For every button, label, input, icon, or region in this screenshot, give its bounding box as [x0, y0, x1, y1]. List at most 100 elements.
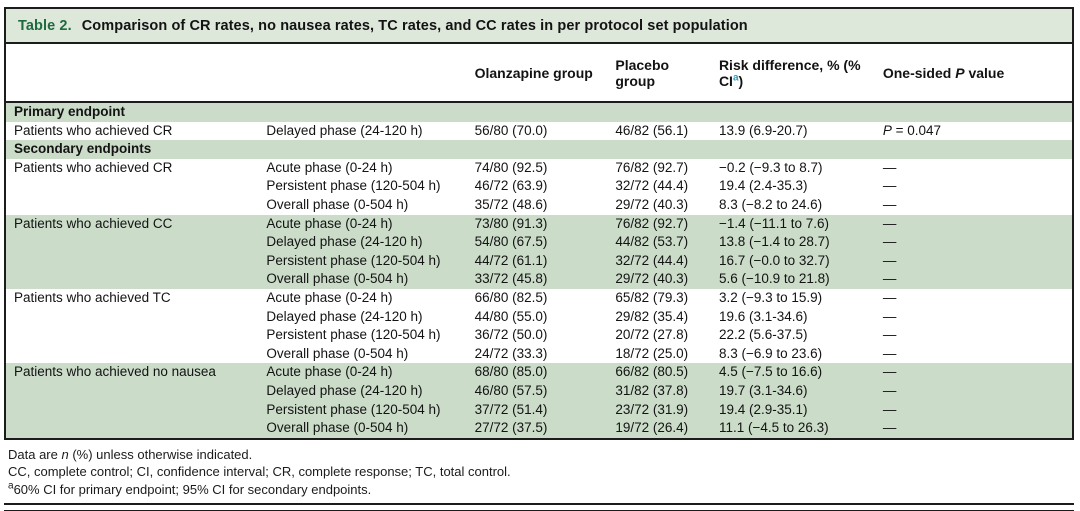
header-placebo: Placebo group [609, 44, 713, 103]
header-olanzapine: Olanzapine group [468, 44, 610, 103]
phase-cell: Persistent phase (120-504 h) [260, 400, 469, 420]
phase-cell: Acute phase (0-24 h) [260, 363, 469, 382]
comparison-table: Olanzapine group Placebo group Risk diff… [6, 44, 1072, 438]
risk-cell: 13.9 (6.9-20.7) [718, 122, 808, 138]
risk-cell: 19.7 (3.1-34.6) [712, 381, 877, 401]
risk-cell: 5.6 (−10.9 to 21.8) [712, 270, 877, 289]
olanzapine-cell: 33/72 (45.8) [468, 270, 610, 289]
phase-cell: Overall phase (0-504 h) [260, 270, 469, 289]
table-row: Overall phase (0-504 h) 35/72 (48.6) 29/… [6, 196, 1072, 215]
placebo-cell: 31/82 (37.8) [609, 381, 713, 401]
risk-cell: 8.3 (−6.9 to 23.6) [718, 345, 823, 361]
p-value-cell: — [876, 214, 1072, 234]
placebo-cell: 29/82 (35.4) [615, 308, 689, 324]
p-value-cell: — [882, 196, 897, 212]
endpoint-cell [6, 308, 260, 327]
endpoint-cell [6, 233, 261, 252]
table-row: Patients who achieved no nausea Acute ph… [6, 363, 1072, 382]
header-p-value: One-sided P value [876, 44, 1072, 103]
placebo-cell: 76/82 (92.7) [615, 159, 689, 175]
p-value-cell: — [882, 159, 897, 175]
phase-cell: Delayed phase (24-120 h) [260, 381, 469, 401]
footnote-marker-a: a [8, 480, 14, 492]
phase-cell: Persistent phase (120-504 h) [266, 178, 441, 194]
p-value-cell: P = 0.047 [882, 122, 942, 138]
risk-cell: 4.5 (−7.5 to 16.6) [712, 363, 877, 382]
table-row: Patients who achieved CR Acute phase (0-… [6, 159, 1072, 178]
p-value-cell: — [876, 381, 1072, 401]
risk-cell: 19.4 (2.9-35.1) [712, 400, 877, 420]
placebo-cell: 66/82 (80.5) [609, 363, 713, 382]
risk-cell: −0.2 (−9.3 to 8.7) [718, 159, 823, 175]
olanzapine-cell: 73/80 (91.3) [468, 214, 610, 234]
olanzapine-cell: 66/80 (82.5) [474, 289, 548, 305]
table-row: Delayed phase (24-120 h) 46/80 (57.5) 31… [6, 381, 1072, 401]
placebo-cell: 46/82 (56.1) [615, 122, 689, 138]
olanzapine-cell: 74/80 (92.5) [474, 159, 548, 175]
header-risk-difference: Risk difference, % (% CIa) [712, 44, 877, 103]
endpoint-cell [6, 196, 260, 215]
olanzapine-cell: 24/72 (33.3) [474, 345, 548, 361]
olanzapine-cell: 56/80 (70.0) [474, 122, 548, 138]
table-row: Delayed phase (24-120 h) 44/80 (55.0) 29… [6, 308, 1072, 327]
phase-cell: Overall phase (0-504 h) [266, 345, 409, 361]
section-row-primary-endpoint: Primary endpoint [6, 102, 1072, 122]
footnote-abbreviations: CC, complete control; CI, confidence int… [8, 464, 511, 480]
bottom-double-rule [4, 503, 1074, 511]
p-value-cell: — [882, 327, 897, 343]
endpoint-cell: Patients who achieved CR [14, 122, 173, 138]
risk-cell: 22.2 (5.6-37.5) [718, 327, 808, 343]
phase-cell: Acute phase (0-24 h) [266, 289, 393, 305]
endpoint-cell [6, 326, 260, 345]
endpoint-cell [6, 177, 260, 196]
p-value-cell: — [876, 270, 1072, 289]
section-row-secondary-endpoints: Secondary endpoints [6, 140, 1072, 159]
risk-cell: 13.8 (−1.4 to 28.7) [712, 233, 877, 252]
olanzapine-cell: 35/72 (48.6) [474, 196, 548, 212]
table-container: Olanzapine group Placebo group Risk diff… [4, 44, 1074, 440]
risk-cell: −1.4 (−11.1 to 7.6) [712, 214, 877, 234]
risk-cell: 8.3 (−8.2 to 24.6) [718, 196, 823, 212]
phase-cell: Overall phase (0-504 h) [266, 196, 409, 212]
placebo-cell: 19/72 (26.4) [609, 419, 713, 438]
placebo-cell: 32/72 (44.4) [609, 251, 713, 271]
p-value-cell: — [882, 345, 897, 361]
footnote-data-note: Data are n (%) unless otherwise indicate… [8, 446, 253, 462]
olanzapine-cell: 44/80 (55.0) [474, 308, 548, 324]
header-endpoint [6, 44, 261, 103]
table-header: Olanzapine group Placebo group Risk diff… [6, 44, 1072, 103]
olanzapine-cell: 54/80 (67.5) [468, 233, 610, 252]
endpoint-cell: Patients who achieved CC [6, 214, 261, 234]
p-value-cell: — [876, 251, 1072, 271]
olanzapine-cell: 46/80 (57.5) [468, 381, 610, 401]
phase-cell: Overall phase (0-504 h) [260, 419, 469, 438]
endpoint-cell [6, 270, 261, 289]
placebo-cell: 18/72 (25.0) [615, 345, 689, 361]
phase-cell: Delayed phase (24-120 h) [266, 122, 423, 138]
phase-cell: Delayed phase (24-120 h) [266, 308, 423, 324]
p-value-cell: — [882, 289, 897, 305]
phase-cell: Persistent phase (120-504 h) [266, 327, 441, 343]
risk-cell: 3.2 (−9.3 to 15.9) [718, 289, 823, 305]
placebo-cell: 76/82 (92.7) [609, 214, 713, 234]
table-row: Overall phase (0-504 h) 33/72 (45.8) 29/… [6, 270, 1072, 289]
placebo-cell: 29/72 (40.3) [609, 270, 713, 289]
table-title-bar: Table 2. Comparison of CR rates, no nause… [4, 7, 1074, 44]
risk-cell: 19.4 (2.4-35.3) [718, 178, 808, 194]
table-row: Patients who achieved TC Acute phase (0-… [6, 289, 1072, 308]
footnotes: Data are n (%) unless otherwise indicate… [4, 440, 1074, 499]
risk-cell: 11.1 (−4.5 to 26.3) [712, 419, 877, 438]
placebo-cell: 29/72 (40.3) [615, 196, 689, 212]
placebo-cell: 65/82 (79.3) [615, 289, 689, 305]
olanzapine-cell: 37/72 (51.4) [468, 400, 610, 420]
table-title-text: Comparison of CR rates, no nausea rates,… [81, 18, 748, 34]
phase-cell: Persistent phase (120-504 h) [260, 251, 469, 271]
table-row: Patients who achieved CR Delayed phase (… [6, 122, 1072, 141]
table-row: Persistent phase (120-504 h) 36/72 (50.0… [6, 326, 1072, 345]
endpoint-cell: Patients who achieved TC [14, 289, 171, 305]
table-row: Delayed phase (24-120 h) 54/80 (67.5) 44… [6, 233, 1072, 252]
endpoint-cell [6, 419, 261, 438]
table-row: Persistent phase (120-504 h) 44/72 (61.1… [6, 251, 1072, 271]
table-row: Persistent phase (120-504 h) 37/72 (51.4… [6, 400, 1072, 420]
placebo-cell: 20/72 (27.8) [615, 327, 689, 343]
